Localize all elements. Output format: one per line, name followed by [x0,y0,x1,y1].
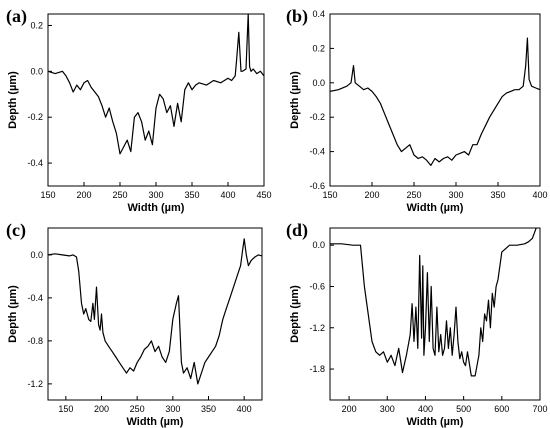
x-tick-label: 350 [184,190,199,200]
y-tick-label: -1.2 [27,379,43,389]
depth-profile-line [330,227,537,377]
x-tick-label: 200 [364,190,379,200]
y-tick-label: 0.4 [312,9,325,19]
panel-label: (d) [286,220,308,241]
x-tick-label: 450 [256,190,271,200]
x-tick-label: 400 [418,404,433,414]
y-tick-label: -0.6 [309,181,325,191]
x-tick-label: 700 [532,404,547,414]
panel-label: (b) [286,6,308,27]
x-tick-label: 150 [40,190,55,200]
x-tick-label: 200 [342,404,357,414]
y-tick-label: -1.2 [309,323,325,333]
x-tick-label: 500 [456,404,471,414]
x-tick-label: 250 [112,190,127,200]
panel-label: (c) [6,220,26,241]
x-tick-label: 200 [94,404,109,414]
y-tick-label: -0.2 [309,112,325,122]
x-tick-label: 600 [494,404,509,414]
x-tick-label: 150 [322,190,337,200]
depth-profile-line [47,238,263,385]
x-tick-label: 250 [130,404,145,414]
y-tick-label: 0.0 [30,66,43,76]
x-axis-title: Width (µm) [127,416,184,428]
x-axis-title: Width (µm) [407,416,464,428]
y-axis-title: Depth (µm) [7,285,19,343]
x-tick-label: 300 [380,404,395,414]
y-tick-label: 0.0 [30,250,43,260]
y-axis-title: Depth (µm) [7,71,19,129]
x-tick-label: 250 [406,190,421,200]
x-tick-label: 300 [165,404,180,414]
x-axis-title: Width (µm) [128,202,185,214]
plot-frame [47,13,265,187]
x-tick-label: 350 [490,190,505,200]
y-tick-label: -0.6 [309,281,325,291]
plot-frame [329,13,541,187]
plot-frame [47,227,263,401]
y-tick-label: 0.2 [312,43,325,53]
plot-frame [329,227,541,401]
x-tick-label: 300 [448,190,463,200]
x-tick-label: 300 [148,190,163,200]
depth-profile-line [47,13,265,155]
x-tick-label: 150 [58,404,73,414]
x-tick-label: 200 [76,190,91,200]
x-tick-label: 400 [237,404,252,414]
x-tick-label: 400 [532,190,547,200]
y-axis-title: Depth (µm) [289,285,301,343]
y-axis-title: Depth (µm) [289,71,301,129]
y-tick-label: 0.0 [312,78,325,88]
x-tick-label: 400 [220,190,235,200]
panel-label: (a) [6,6,27,27]
x-axis-title: Width (µm) [407,202,464,214]
y-tick-label: -0.2 [27,112,43,122]
y-tick-label: 0.0 [312,240,325,250]
x-tick-label: 350 [201,404,216,414]
y-tick-label: -0.8 [27,336,43,346]
depth-profile-line [329,37,541,166]
y-tick-label: -0.4 [309,147,325,157]
y-tick-label: -0.4 [27,293,43,303]
y-tick-label: -0.4 [27,158,43,168]
y-tick-label: -1.8 [309,364,325,374]
y-tick-label: 0.2 [30,20,43,30]
